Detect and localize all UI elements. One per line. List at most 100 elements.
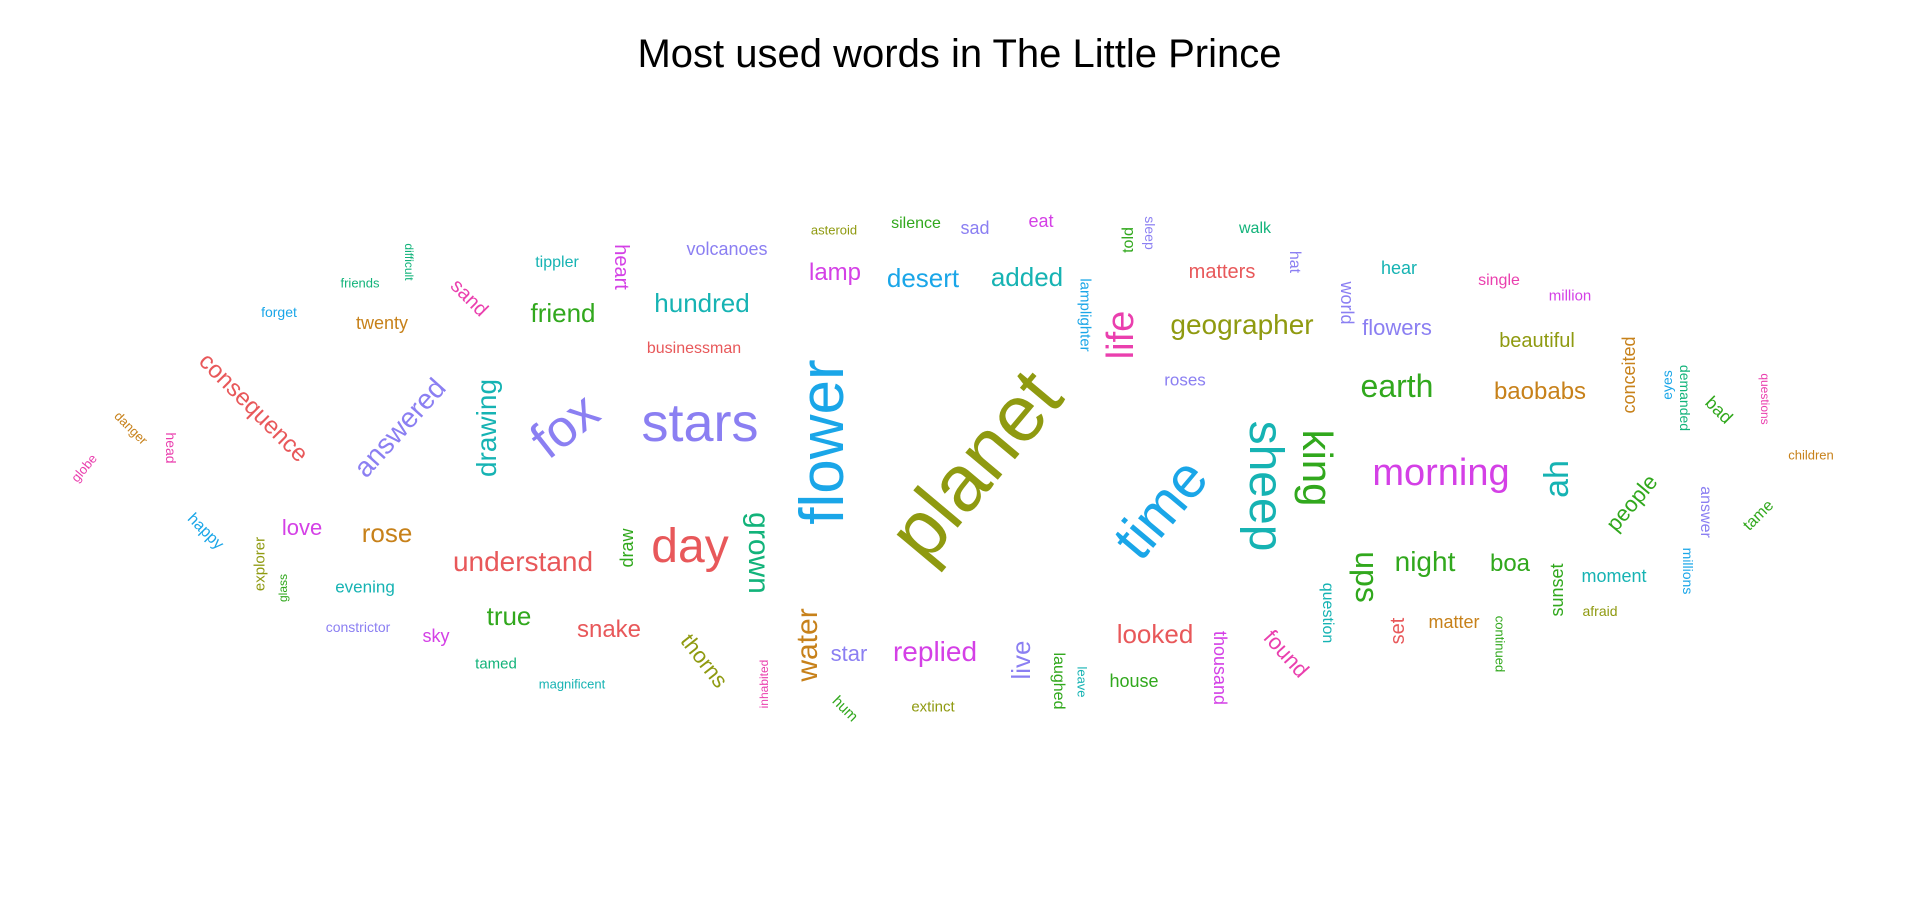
word-forget: forget xyxy=(261,304,297,320)
word-understand: understand xyxy=(452,546,594,577)
word-told: told xyxy=(1120,227,1137,253)
word-fox: fox xyxy=(519,381,611,471)
word-planet: planet xyxy=(870,352,1079,577)
word-twenty: twenty xyxy=(355,313,409,333)
word-hear: hear xyxy=(1380,258,1418,278)
word-added: added xyxy=(990,262,1064,292)
word-snake: snake xyxy=(576,616,642,643)
word-lamplighter: lamplighter xyxy=(1076,278,1094,352)
word-answered: answered xyxy=(347,372,452,484)
word-live: live xyxy=(1006,640,1036,680)
word-heart: heart xyxy=(610,244,632,290)
word-night: night xyxy=(1394,546,1456,577)
word-thorns: thorns xyxy=(675,628,734,693)
word-water: water xyxy=(791,608,824,682)
word-people: people xyxy=(1600,469,1663,537)
word-stars: stars xyxy=(641,393,759,453)
word-morning: morning xyxy=(1372,452,1510,494)
word-single: single xyxy=(1478,272,1520,289)
word-sand: sand xyxy=(445,274,493,322)
word-house: house xyxy=(1109,671,1159,691)
word-drawing: drawing xyxy=(471,378,502,478)
word-earth: earth xyxy=(1360,368,1434,404)
word-roses: roses xyxy=(1164,370,1206,390)
word-constrictor: constrictor xyxy=(325,619,391,635)
word-million: million xyxy=(1548,287,1592,305)
word-danger: danger xyxy=(111,408,151,448)
word-asteroid: asteroid xyxy=(810,222,858,238)
word-looked: looked xyxy=(1116,619,1194,649)
word-continued: continued xyxy=(1492,615,1508,673)
word-love: love xyxy=(281,515,323,540)
word-magnificent: magnificent xyxy=(538,676,606,692)
word-geographer: geographer xyxy=(1170,309,1314,340)
word-sheep: sheep xyxy=(1239,420,1292,552)
word-hat: hat xyxy=(1286,250,1303,274)
word-businessman: businessman xyxy=(646,340,742,357)
word-explorer: explorer xyxy=(251,536,269,592)
word-glass: glass xyxy=(276,573,290,603)
word-baobabs: baobabs xyxy=(1493,378,1587,405)
word-leave: leave xyxy=(1074,666,1090,698)
word-draw: draw xyxy=(617,528,637,568)
word-king: king xyxy=(1294,429,1341,507)
word-volcanoes: volcanoes xyxy=(686,239,768,259)
word-matter: matter xyxy=(1428,612,1480,632)
word-silence: silence xyxy=(891,215,941,232)
word-inhabited: inhabited xyxy=(757,659,771,709)
word-answer: answer xyxy=(1697,486,1714,538)
word-lamp: lamp xyxy=(808,259,862,286)
word-star: star xyxy=(830,641,868,666)
word-ups: ups xyxy=(1349,551,1385,603)
word-tippler: tippler xyxy=(535,254,579,271)
word-laughed: laughed xyxy=(1050,652,1067,710)
word-evening: evening xyxy=(335,577,395,597)
word-tame: tame xyxy=(1740,497,1778,535)
word-flowers: flowers xyxy=(1362,315,1432,340)
word-moment: moment xyxy=(1581,566,1647,586)
word-sky: sky xyxy=(422,626,450,646)
word-hundred: hundred xyxy=(654,288,750,318)
word-questions: questions xyxy=(1758,373,1772,425)
word-boa: boa xyxy=(1489,550,1531,577)
word-sunset: sunset xyxy=(1547,563,1567,617)
word-question: question xyxy=(1319,582,1336,644)
word-sleep: sleep xyxy=(1142,216,1158,250)
word-desert: desert xyxy=(886,263,960,293)
word-happy: happy xyxy=(183,510,227,554)
word-conceited: conceited xyxy=(1619,336,1639,414)
word-true: true xyxy=(486,601,532,631)
word-tamed: tamed xyxy=(475,655,517,673)
word-walk: walk xyxy=(1238,220,1272,237)
word-grown: grown xyxy=(742,512,775,594)
word-extinct: extinct xyxy=(911,698,955,716)
word-ah: ah xyxy=(1538,460,1576,498)
word-time: time xyxy=(1100,445,1221,572)
word-life: life xyxy=(1100,310,1142,360)
word-friends: friends xyxy=(340,275,380,291)
word-head: head xyxy=(163,432,179,464)
word-eat: eat xyxy=(1028,211,1054,231)
word-found: found xyxy=(1258,624,1315,683)
word-day: day xyxy=(651,520,729,573)
word-bad: bad xyxy=(1701,392,1737,428)
word-consequence: consequence xyxy=(193,347,314,468)
word-difficult: difficult xyxy=(402,243,416,281)
word-friend: friend xyxy=(530,298,596,328)
word-eyes: eyes xyxy=(1659,370,1675,400)
word-children: children xyxy=(1788,447,1834,463)
word-matters: matters xyxy=(1188,261,1256,283)
word-sad: sad xyxy=(960,218,990,238)
word-hum: hum xyxy=(828,692,862,726)
word-world: world xyxy=(1337,281,1357,325)
chart-title: Most used words in The Little Prince xyxy=(637,32,1282,76)
word-thousand: thousand xyxy=(1210,630,1230,706)
word-demanded: demanded xyxy=(1677,364,1693,432)
word-globe: globe xyxy=(68,450,100,486)
word-beautiful: beautiful xyxy=(1499,330,1575,352)
word-set: set xyxy=(1387,617,1409,645)
word-flower: flower xyxy=(788,359,857,525)
word-replied: replied xyxy=(892,636,978,667)
word-rose: rose xyxy=(361,518,413,548)
